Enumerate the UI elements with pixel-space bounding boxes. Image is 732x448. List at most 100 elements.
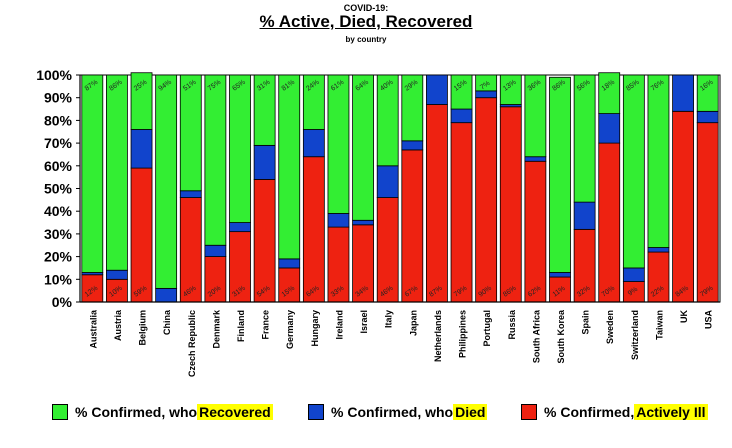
data-label-actively-ill: 9% bbox=[627, 286, 639, 298]
bar-segment bbox=[401, 149, 424, 303]
chart-supertitle: COVID-19: bbox=[343, 3, 389, 13]
bar-segment bbox=[302, 156, 325, 303]
bar-segment bbox=[647, 247, 670, 253]
bar-segment bbox=[598, 113, 621, 144]
bar-segment bbox=[106, 74, 128, 271]
legend-item-actively-ill: % Confirmed, Actively Ill bbox=[521, 404, 708, 420]
bar-segment bbox=[549, 272, 571, 278]
bar-segment bbox=[672, 110, 694, 303]
x-tick-label: Hungary bbox=[310, 310, 320, 347]
bar-segment bbox=[450, 108, 473, 124]
bar-segment bbox=[253, 144, 276, 180]
bar-segment bbox=[672, 74, 694, 112]
bar-segment bbox=[302, 74, 325, 130]
bar-segment bbox=[696, 110, 719, 124]
y-tick-label: 80% bbox=[44, 112, 73, 128]
bar-segment bbox=[622, 267, 645, 282]
x-tick-label: Ireland bbox=[334, 310, 344, 340]
bar-segment bbox=[401, 140, 424, 151]
bar-segment bbox=[524, 160, 547, 303]
legend-label-recovered-prefix: % Confirmed, who bbox=[75, 404, 198, 420]
bar-segment bbox=[475, 74, 498, 92]
y-tick-label: 70% bbox=[44, 135, 73, 151]
bar-segment bbox=[179, 190, 202, 198]
legend-label-actively-ill-prefix: % Confirmed, bbox=[544, 404, 635, 420]
bar-segment bbox=[204, 74, 227, 246]
y-tick-label: 40% bbox=[44, 203, 73, 219]
chart-title: % Active, Died, Recovered bbox=[259, 12, 473, 31]
y-tick-label: 60% bbox=[44, 158, 73, 174]
x-tick-label: Switzerland bbox=[630, 310, 640, 360]
bar-segment bbox=[622, 74, 645, 269]
bar-segment bbox=[450, 74, 473, 110]
x-tick-label: Japan bbox=[408, 310, 418, 336]
bar-segment bbox=[204, 244, 227, 258]
bar-segment bbox=[130, 167, 153, 303]
bar-segment bbox=[376, 74, 399, 167]
bar-segment bbox=[229, 74, 251, 223]
bar-segment bbox=[253, 74, 276, 146]
x-tick-label: Australia bbox=[88, 309, 98, 349]
y-tick-label: 100% bbox=[36, 67, 72, 83]
bar-segment bbox=[524, 156, 547, 162]
legend: % Confirmed, who Recovered % Confirmed, … bbox=[0, 402, 732, 430]
y-tick-label: 50% bbox=[44, 181, 73, 197]
bar-segment bbox=[278, 74, 301, 260]
bar-segment bbox=[327, 74, 350, 214]
x-tick-label: Denmark bbox=[211, 309, 221, 349]
x-tick-label: Taiwan bbox=[654, 310, 664, 340]
bar-segment bbox=[450, 122, 473, 303]
bar-segment bbox=[696, 122, 719, 303]
bar-segment bbox=[549, 76, 571, 273]
x-tick-label: Sweden bbox=[605, 310, 615, 344]
bar-segment bbox=[327, 213, 350, 228]
y-tick-label: 30% bbox=[44, 226, 73, 242]
bar-segment bbox=[573, 201, 596, 230]
y-tick-label: 0% bbox=[52, 294, 73, 310]
y-tick-label: 10% bbox=[44, 271, 73, 287]
bar-segment bbox=[598, 142, 621, 303]
x-tick-label: Portugal bbox=[482, 310, 492, 347]
legend-label-died-prefix: % Confirmed, who bbox=[331, 404, 454, 420]
bar-segment bbox=[426, 74, 448, 105]
x-tick-label: UK bbox=[679, 310, 689, 323]
bar-segment bbox=[426, 104, 448, 303]
bar-segment bbox=[81, 74, 104, 273]
bar-segment bbox=[130, 129, 153, 169]
x-tick-label: Philippines bbox=[458, 310, 468, 358]
x-tick-label: Austria bbox=[113, 309, 123, 341]
bar-segment bbox=[475, 90, 498, 99]
bar-segment bbox=[475, 97, 498, 303]
bar-segment bbox=[598, 72, 621, 114]
x-tick-label: South Africa bbox=[531, 309, 541, 363]
stacked-bar-chart: 0%10%20%30%40%50%60%70%80%90%100%12%87%A… bbox=[36, 67, 721, 377]
bar-segment bbox=[376, 165, 399, 198]
bar-segment bbox=[155, 287, 178, 303]
bar-segment bbox=[130, 72, 153, 130]
bar-segment bbox=[179, 74, 202, 192]
bar-segment bbox=[499, 74, 522, 105]
x-tick-label: Czech Republic bbox=[187, 310, 197, 377]
bar-segment bbox=[352, 219, 374, 226]
legend-label-actively-ill-highlight: Actively Ill bbox=[634, 404, 708, 420]
bar-segment bbox=[302, 129, 325, 158]
x-tick-label: China bbox=[162, 309, 172, 335]
bar-segment bbox=[155, 74, 178, 289]
bar-segment bbox=[499, 106, 522, 303]
bar-segment bbox=[401, 74, 424, 142]
bar-segment bbox=[278, 258, 301, 269]
x-tick-label: Belgium bbox=[138, 310, 148, 346]
legend-swatch-actively-ill bbox=[521, 404, 537, 420]
x-tick-label: Spain bbox=[581, 310, 591, 335]
x-tick-label: France bbox=[261, 310, 271, 340]
x-tick-label: Russia bbox=[507, 309, 517, 340]
legend-item-died: % Confirmed, who Died bbox=[308, 404, 488, 420]
y-tick-label: 90% bbox=[44, 90, 73, 106]
bar-segment bbox=[647, 74, 670, 248]
x-tick-label: Germany bbox=[285, 310, 295, 349]
data-label-recovered: 7% bbox=[479, 80, 491, 92]
x-tick-label: Finland bbox=[236, 310, 246, 342]
bar-segment bbox=[106, 269, 128, 280]
x-tick-label: Italy bbox=[384, 310, 394, 328]
bar-segment bbox=[278, 267, 301, 303]
